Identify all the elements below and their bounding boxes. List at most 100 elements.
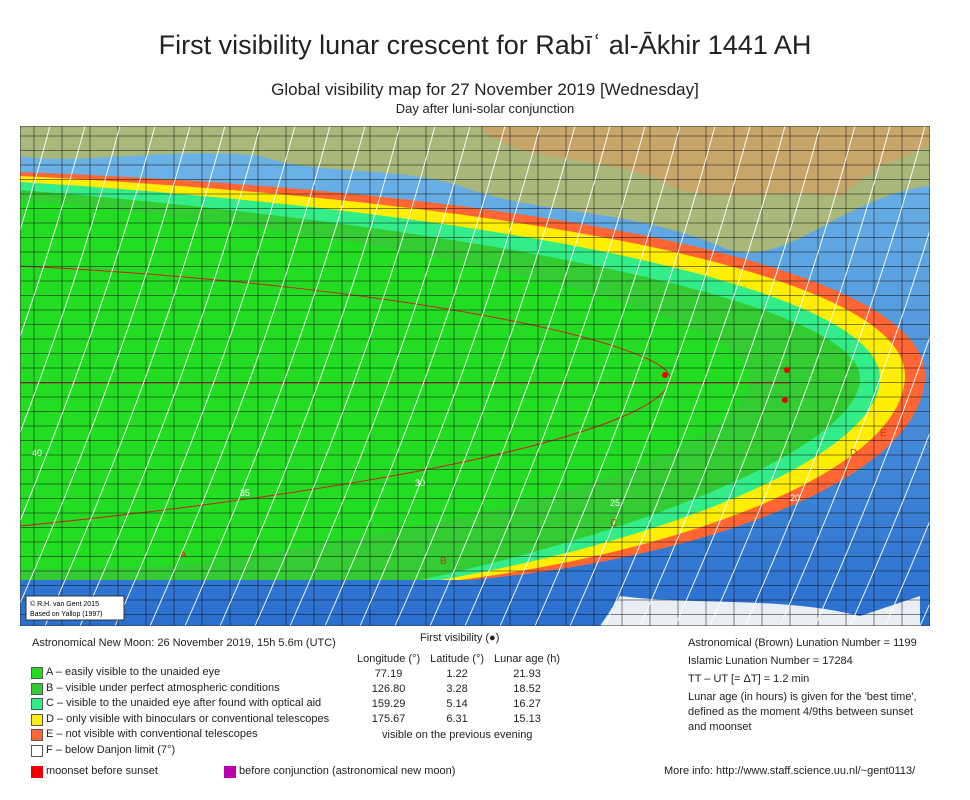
contour-line (604, 126, 786, 626)
footer-label: moonset before sunset (46, 765, 158, 777)
copyright: © R.H. van Gent 2015 (30, 600, 99, 608)
footer-label: before conjunction (astronomical new moo… (239, 765, 456, 777)
zone-a (20, 200, 750, 570)
legend-swatch (31, 744, 43, 757)
table-cell: 5.14 (446, 697, 468, 710)
table-row: 175.67 6.31 15.13 (352, 711, 565, 726)
visibility-point (782, 397, 788, 403)
table-title: First visibility (●) (420, 632, 500, 644)
contour-line (20, 126, 86, 338)
contour-line (429, 126, 611, 626)
visibility-point (784, 367, 790, 373)
new-moon: Astronomical New Moon: 26 November 2019,… (32, 637, 336, 649)
contour-label: 25 (610, 498, 620, 508)
contour-line (709, 126, 891, 626)
table-cell: 126.80 (371, 682, 406, 695)
footer-swatch (31, 766, 43, 778)
table-cell: 159.29 (371, 697, 406, 710)
contour-line (20, 126, 121, 434)
contour-line (639, 126, 821, 626)
legend-label: D – only visible with binoculars or conv… (46, 712, 330, 725)
contour-line (394, 126, 576, 626)
contour-label: 40 (32, 448, 42, 458)
contour-line (114, 126, 296, 626)
table-row: 159.29 5.14 16.27 (352, 696, 565, 711)
contours (20, 126, 930, 626)
footer-swatch (224, 766, 236, 778)
table-cell: 3.28 (446, 682, 468, 695)
zone-label: D (850, 448, 857, 459)
table-cell: 1.22 (446, 667, 468, 680)
legend-label: C – visible to the unaided eye after fou… (46, 697, 322, 709)
lunation: TT – UT [= ΔT] = 1.2 min (688, 673, 810, 685)
contour-line (569, 126, 751, 626)
lunar-age-note: Lunar age (in hours) is given for the 'b… (688, 691, 917, 733)
contour-line (814, 335, 930, 626)
contour-line (20, 126, 191, 605)
legend-label: A – easily visible to the unaided eye (46, 666, 221, 678)
copyright-box (25, 595, 125, 621)
contour-line (499, 126, 681, 626)
zone-label: A (180, 550, 187, 561)
contour-line (884, 519, 930, 626)
contour-line (744, 126, 926, 626)
title: First visibility lunar crescent for Rabī… (158, 30, 812, 60)
contour-label: 20 (790, 493, 800, 503)
contour-line (464, 126, 646, 626)
contour-line (254, 126, 436, 626)
contour-line (184, 126, 366, 626)
legend-swatch (31, 713, 43, 726)
legend-swatch (31, 698, 43, 710)
lunation: Astronomical (Brown) Lunation Number = 1… (688, 637, 917, 649)
contour-line (324, 126, 506, 626)
legend-swatch (31, 667, 43, 679)
contour-line (779, 228, 930, 626)
contour-label: 35 (240, 488, 250, 498)
grid (20, 126, 930, 626)
column-header: Latitude (°) (430, 652, 485, 665)
column-header: Lunar age (h) (494, 652, 561, 665)
legend-label: B – visible under perfect atmospheric co… (46, 681, 280, 694)
legend-label: F – below Danjon limit (7°) (46, 743, 176, 756)
contour-line (534, 126, 716, 626)
zone-label: B (440, 556, 447, 567)
table-cell: 18.52 (513, 682, 541, 695)
contour-label: 30 (415, 478, 425, 488)
contour-line (20, 126, 51, 232)
table-note: visible on the previous evening (382, 729, 533, 741)
visibility-point (662, 372, 668, 378)
zone-label: C (610, 518, 617, 529)
contour-line (44, 126, 226, 626)
contour-line (289, 126, 471, 626)
contour-line (674, 126, 856, 626)
legend-swatch (31, 729, 43, 741)
table-row: 126.80 3.28 18.52 (352, 681, 565, 696)
contour-line (79, 126, 261, 626)
table-cell: 77.19 (374, 667, 403, 680)
more-info: More info: http://www.staff.science.uu.n… (664, 765, 916, 777)
map: © R.H. van Gent 2015 Based on Yallop (19… (20, 126, 930, 626)
legend-swatch (31, 682, 43, 695)
header-row: Longitude (°) Latitude (°) Lunar age (h) (352, 651, 565, 666)
note: Day after luni-solar conjunction (395, 101, 575, 116)
contour-line (149, 126, 331, 626)
table-cell: 16.27 (513, 697, 541, 710)
copyright: Based on Yallop (1997) (30, 611, 103, 618)
contour-line (359, 126, 541, 626)
subtitle: Global visibility map for 27 November 20… (271, 80, 699, 99)
lunation: Islamic Lunation Number = 17284 (688, 655, 853, 667)
zone-label: E (880, 428, 887, 439)
visibility-table: Longitude (°) Latitude (°) Lunar age (h) 77… (352, 651, 565, 726)
table-cell: 21.93 (513, 667, 541, 680)
contour-line (849, 431, 930, 626)
antarctica (600, 596, 920, 626)
table-cell: 15.13 (513, 712, 541, 725)
contour-line (219, 126, 401, 626)
table-row: 77.19 1.22 21.93 (352, 666, 565, 681)
column-header: Longitude (°) (357, 652, 421, 665)
legend-label: E – not visible with conventional telesc… (46, 728, 258, 740)
table-cell: 6.31 (446, 712, 468, 725)
table-cell: 175.67 (371, 712, 406, 725)
contour-line (20, 126, 156, 522)
